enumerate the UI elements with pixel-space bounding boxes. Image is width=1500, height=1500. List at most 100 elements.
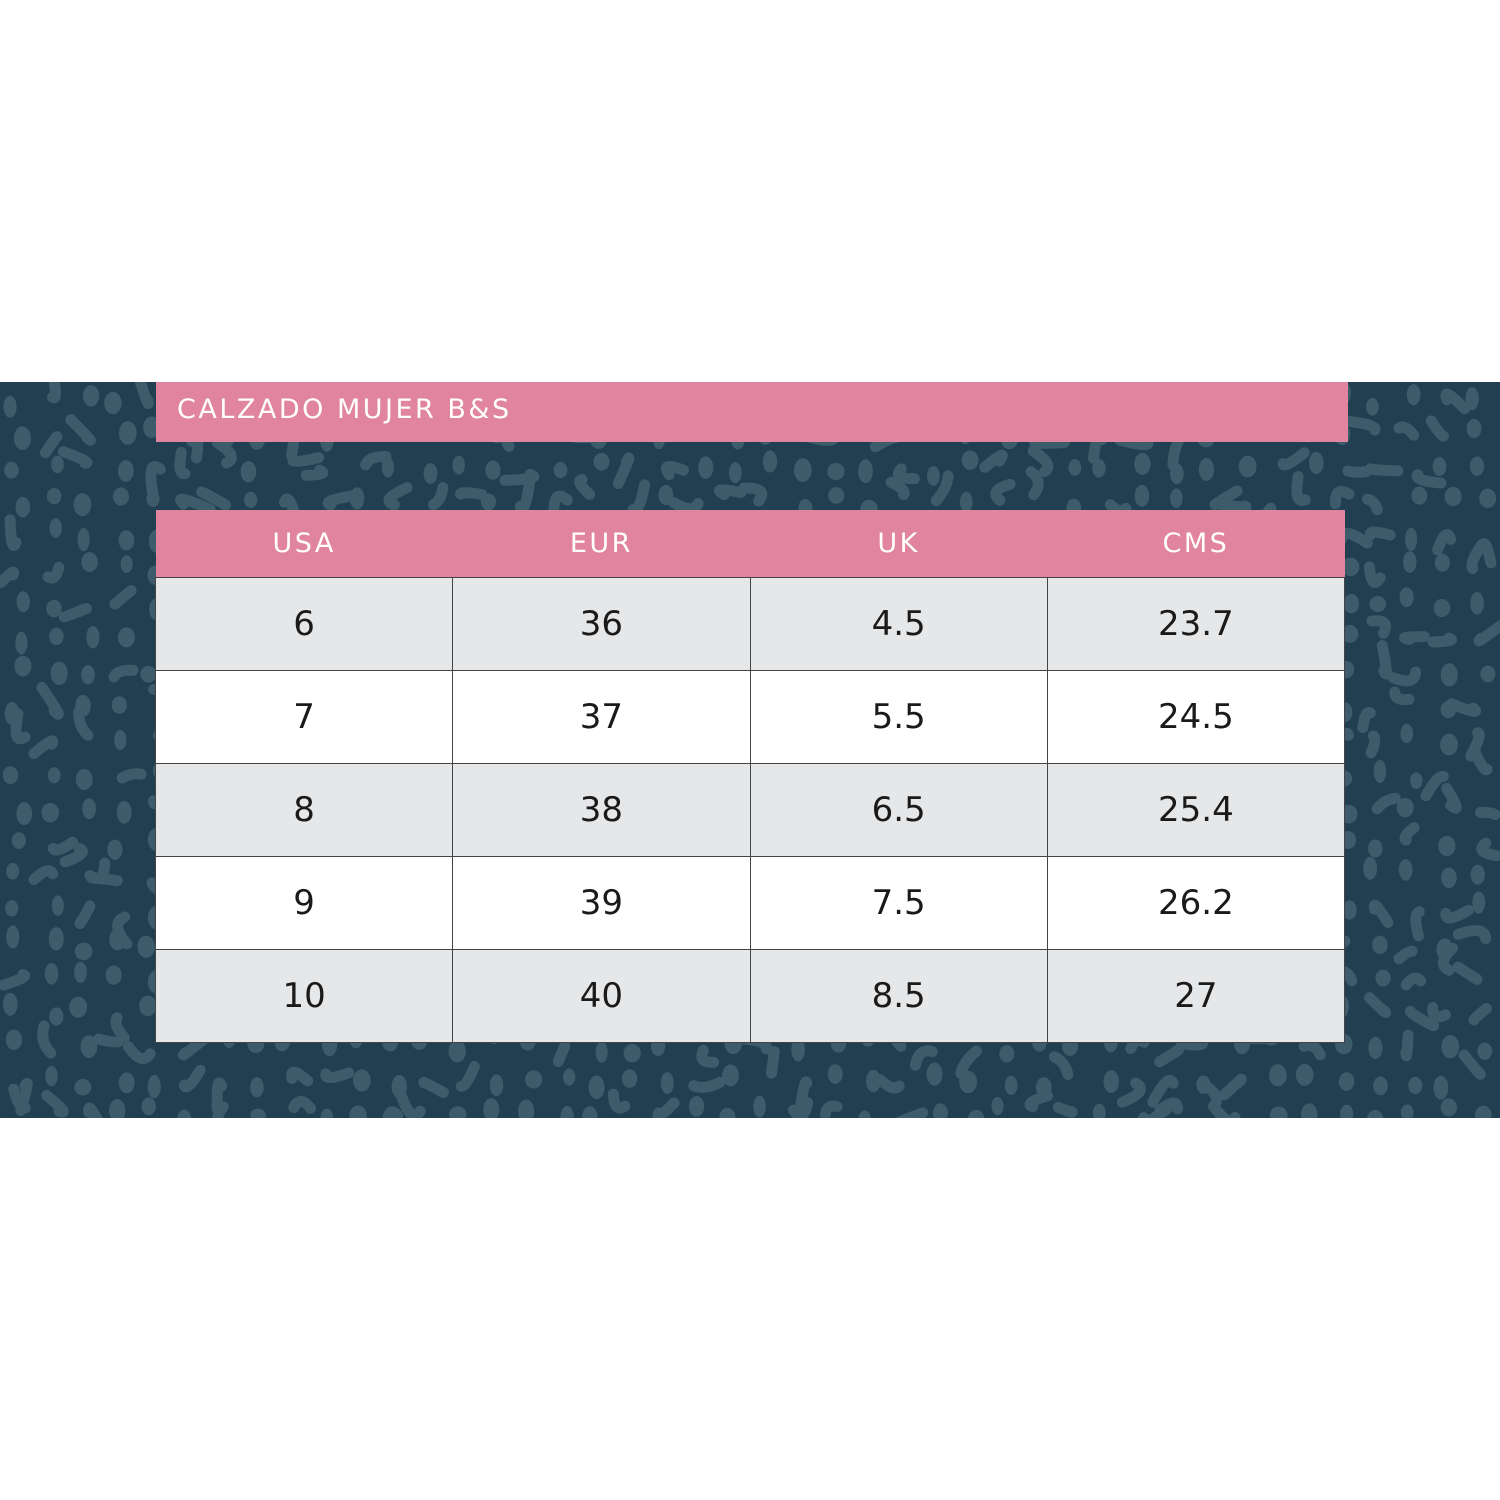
pattern-dot [1269,1106,1288,1118]
pattern-dot [1375,969,1391,987]
pattern-squiggle [4,514,22,551]
pattern-dot [1469,456,1485,476]
pattern-dot [1367,839,1383,858]
pattern-squiggle [874,1074,905,1094]
pattern-squiggle [990,478,1016,506]
pattern-dot [961,450,979,470]
pattern-squiggle [612,452,635,490]
pattern-squiggle [688,1076,726,1093]
pattern-squiggle [86,872,123,887]
header-eur: EUR [452,510,750,578]
pattern-squiggle [455,1061,480,1092]
pattern-squiggle [178,1064,206,1092]
pattern-squiggle [145,461,166,502]
pattern-dot [1440,663,1458,687]
pattern-dot [1134,452,1151,475]
pattern-squiggle [250,1108,267,1118]
pattern-squiggle [1364,526,1396,541]
pattern-dot [1433,1075,1449,1100]
pattern-squiggle [1027,445,1054,478]
pattern-dot [1432,457,1447,477]
pattern-squiggle [1400,972,1427,991]
pattern-squiggle [892,463,920,485]
pattern-dot [967,1109,985,1118]
pattern-dot [139,995,157,1017]
pattern-dot [1406,384,1421,406]
pattern-squiggle [1363,561,1386,589]
pattern-dot [50,661,68,686]
pattern-dot [16,801,33,826]
pattern-dot [1366,397,1379,416]
pattern-dot [1366,1109,1384,1118]
pattern-squiggle [1342,465,1372,478]
pattern-dot [45,1065,58,1087]
pattern-dot [141,1097,156,1116]
pattern-squiggle [1387,666,1422,687]
pattern-dot [1433,598,1451,618]
pattern-squiggle [110,1012,130,1044]
pattern-dot [15,496,31,518]
pattern-dot [44,962,59,985]
pattern-squiggle [177,1034,209,1061]
pattern-dot [688,1096,705,1117]
pattern-squiggle [175,493,216,515]
cell: 25.4 [1046,763,1346,857]
pattern-squiggle [955,1045,982,1079]
pattern-squiggle [300,464,329,481]
pattern-dot [41,802,60,823]
pattern-squiggle [1361,493,1383,516]
pattern-squiggle [1154,1097,1184,1116]
cell: 38 [452,763,751,857]
pattern-dot [69,996,88,1018]
pattern-dot [381,456,395,478]
pattern-dot [82,385,100,407]
pattern-squiggle [1371,792,1401,815]
pattern-dot [116,800,132,824]
pattern-dot [6,863,20,880]
pattern-squiggle [979,449,1008,473]
pattern-squiggle [1365,463,1404,477]
table-row: 6 36 4.5 23.7 [154,577,1346,671]
pattern-squiggle [1476,837,1500,862]
pattern-dot [933,1103,948,1118]
pattern-squiggle [1048,1051,1074,1080]
pattern-dot [117,460,134,482]
pattern-squiggle [1147,1074,1179,1108]
pattern-dot [593,452,610,471]
pattern-dot [1444,486,1462,507]
pattern-squiggle [1445,698,1482,717]
pattern-squiggle [1116,1077,1146,1108]
pattern-dot [480,493,497,511]
pattern-dot [623,1043,641,1063]
pattern-dot [15,631,28,655]
pattern-dot [485,460,501,480]
pattern-dot [1480,665,1496,683]
pattern-dot [73,493,92,517]
pattern-squiggle [47,836,79,856]
pattern-dot [1466,418,1482,438]
pattern-dot [1410,772,1423,790]
pattern-dot [858,1110,871,1118]
pattern-dot [349,487,365,510]
pattern-squiggle [1291,471,1311,507]
pattern-squiggle [909,1045,938,1071]
pattern-dot [1434,553,1450,572]
pattern-squiggle [668,497,704,515]
cell: 10 [154,949,454,1043]
pattern-dot [858,459,873,484]
pattern-dot [1441,1035,1460,1059]
pattern-dot [423,462,438,484]
pattern-dot [111,696,127,714]
pattern-squiggle [1420,770,1449,802]
pattern-dot [1338,1072,1355,1091]
pattern-squiggle [1277,447,1310,471]
pattern-squiggle [418,1077,449,1099]
pattern-dot [828,487,845,504]
pattern-dot [105,965,122,985]
pattern-dot [959,1070,978,1094]
pattern-squiggle [1389,686,1415,706]
pattern-dot [107,839,123,860]
pattern-squiggle [1440,904,1474,924]
pattern-squiggle [427,482,449,511]
pattern-squiggle [1329,486,1355,510]
